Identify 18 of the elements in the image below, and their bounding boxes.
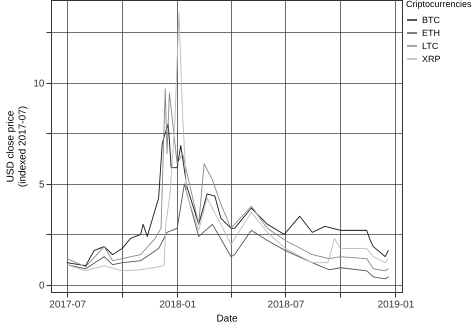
y-tick-label: 10 — [33, 78, 45, 90]
legend-title: Criptocurrencies — [406, 0, 472, 9]
y-tick-label: 5 — [38, 179, 45, 190]
line-series — [66, 122, 389, 266]
x-tick-label: 2018-01 — [159, 300, 196, 310]
x-tick-label: 2019-01 — [378, 300, 415, 310]
y-tick-label: 0 — [38, 280, 45, 292]
x-axis-title: Date — [216, 314, 238, 324]
legend-label: ETH — [422, 28, 440, 38]
line-series — [66, 12, 389, 272]
x-tick-label: 2018-07 — [268, 300, 305, 310]
x-tick-label: 2017-07 — [49, 300, 86, 310]
line-series — [66, 88, 389, 272]
legend-label: BTC — [422, 15, 440, 25]
legend-label: LTC — [422, 41, 439, 51]
line-series — [66, 183, 389, 280]
legend-label: XRP — [422, 54, 441, 64]
y-axis-title: USD close price (indexed 2017-07) — [5, 106, 28, 188]
